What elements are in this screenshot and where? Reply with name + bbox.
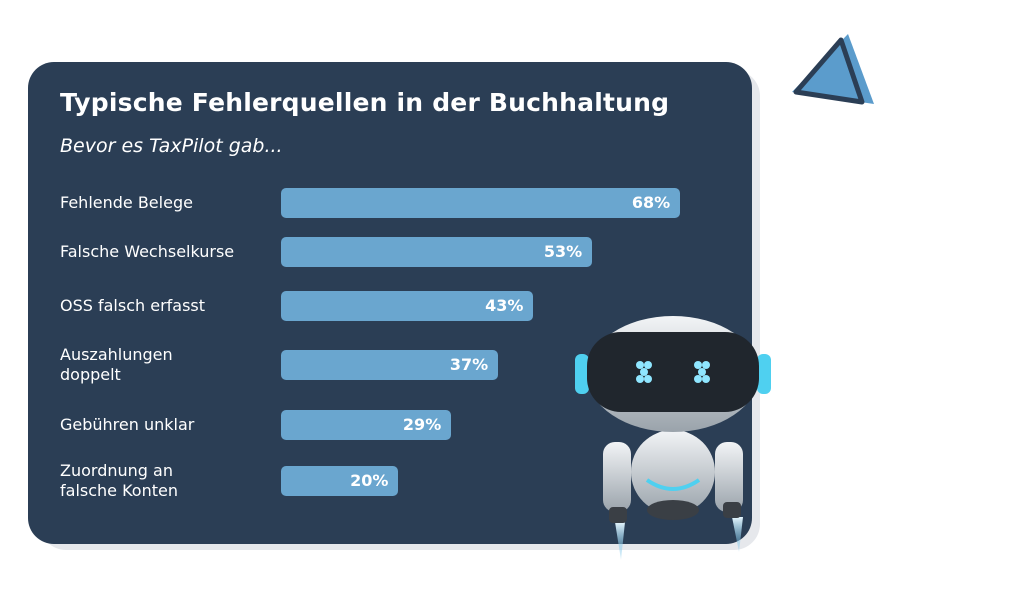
chart-subtitle: Bevor es TaxPilot gab... — [60, 135, 283, 157]
bar-label-line: falsche Konten — [60, 481, 178, 500]
bar: 37% — [281, 350, 499, 380]
bar-value-label: 43% — [485, 296, 524, 315]
bar-label-line: OSS falsch erfasst — [60, 296, 206, 315]
bar: 43% — [281, 291, 534, 321]
bar-label-line: doppelt — [60, 365, 121, 384]
bar: 53% — [281, 237, 593, 267]
bar: 68% — [281, 188, 681, 218]
bar-label: Fehlende Belege — [60, 193, 270, 213]
chart-title: Typische Fehlerquellen in der Buchhaltun… — [60, 88, 670, 117]
bar-label: OSS falsch erfasst — [60, 296, 270, 316]
bar-label-line: Auszahlungen — [60, 345, 173, 364]
bar-value-label: 29% — [402, 415, 442, 434]
bar-label: Falsche Wechselkurse — [60, 242, 270, 262]
robot-mascot-icon — [575, 316, 771, 560]
paper-plane-logo-icon — [792, 34, 874, 105]
bar-value-label: 53% — [543, 242, 583, 261]
bar-label-line: Zuordnung an — [60, 461, 173, 480]
bar: 29% — [281, 410, 452, 440]
bar-label: Zuordnung an falsche Konten — [60, 461, 270, 501]
bar-label-line: Gebühren unklar — [60, 415, 195, 434]
bar: 20% — [281, 466, 399, 496]
bar-value-label: 37% — [449, 355, 489, 374]
bar-label: Auszahlungen doppelt — [60, 345, 270, 385]
bar-value-label: 68% — [631, 193, 671, 212]
bar-value-label: 20% — [350, 471, 389, 490]
bar-label-line: Falsche Wechselkurse — [60, 242, 235, 261]
bar-label: Gebühren unklar — [60, 415, 270, 435]
bar-label-line: Fehlende Belege — [60, 193, 193, 212]
